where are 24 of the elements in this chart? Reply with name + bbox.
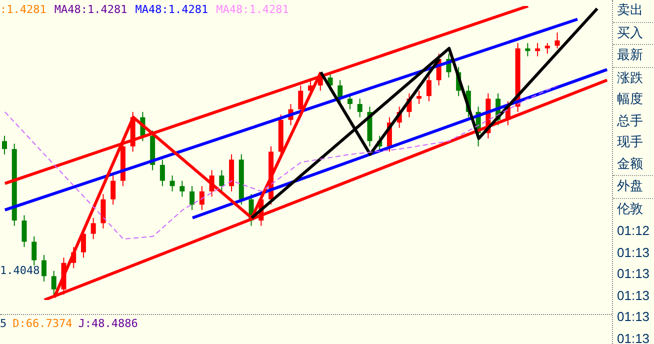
text: 外盘 <box>613 176 654 198</box>
text: 总手 <box>616 112 644 130</box>
text: 5 <box>0 317 7 330</box>
text: 涨跌 <box>616 70 644 88</box>
text: J:48.4886 <box>78 317 138 330</box>
text: 金额 <box>613 154 654 176</box>
text: :1.4281 <box>0 3 46 16</box>
text: 卖出 <box>613 0 654 22</box>
text: MA48:1.4281 <box>135 3 208 16</box>
text: D:66.7374 <box>12 317 72 330</box>
text: MA48:1.4281 <box>216 3 289 16</box>
text: 01:13 <box>616 330 651 344</box>
text: 01:13 <box>616 244 651 262</box>
annotation: 1.4048 <box>0 264 40 277</box>
text: 01:12 <box>616 222 651 240</box>
text: 最新 <box>613 45 654 68</box>
text: 伦敦 <box>616 200 644 218</box>
text: 买入 <box>613 22 654 45</box>
text: 幅度 <box>616 91 644 109</box>
text: 现手 <box>616 134 644 152</box>
text: 01:13 <box>616 308 651 326</box>
text: 01:13 <box>616 286 651 304</box>
text: 01:13 <box>616 265 651 283</box>
text: MA48:1.4281 <box>54 3 128 16</box>
